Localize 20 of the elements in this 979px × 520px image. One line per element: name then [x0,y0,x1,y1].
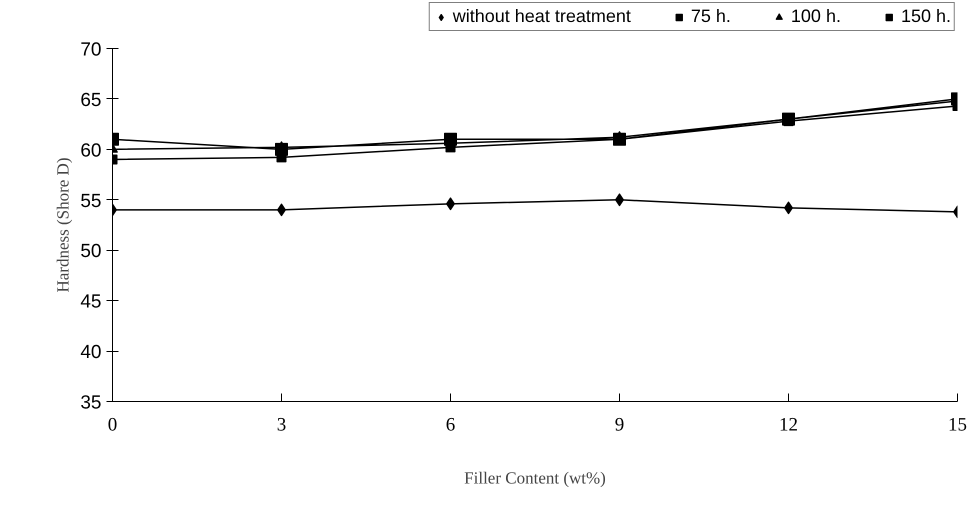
y-tick-label: 70 [80,40,102,60]
legend-label: 75 h. [690,6,731,27]
y-tick-label: 65 [80,90,102,111]
x-tick-label: 15 [948,414,967,436]
y-tick-label: 60 [80,140,102,162]
legend-label: without heat treatment [452,6,631,27]
y-tick-label: 45 [80,292,102,313]
legend-label: 100 h. [790,6,841,27]
x-tick-label: 3 [276,414,286,436]
y-axis-title: Hardness (Shore D) [53,157,72,293]
y-tick-label: 55 [80,190,102,212]
legend-label: 150 h. [900,6,951,27]
x-tick-label: 6 [446,414,456,436]
x-tick-label: 9 [614,414,624,436]
y-tick-label: 50 [80,241,102,262]
x-tick-label: 0 [108,414,118,436]
x-tick-label: 12 [779,414,798,436]
x-axis-title: Filler Content (wt%) [464,468,606,488]
y-tick-label: 40 [80,342,102,364]
y-tick-label: 35 [80,392,102,414]
